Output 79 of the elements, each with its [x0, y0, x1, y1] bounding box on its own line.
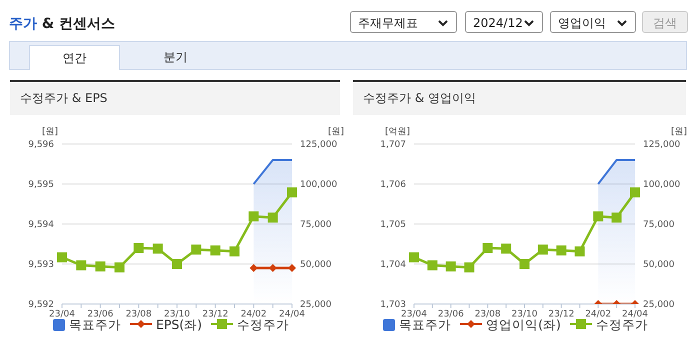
y2-tick-label: 75,000	[643, 220, 675, 230]
point	[612, 212, 622, 223]
text: 주가 & 컨센서스	[9, 15, 115, 33]
x-tick-label: 23/04	[49, 309, 76, 320]
x-tick-label: 24/02	[585, 309, 612, 320]
x-tick-label: 24/04	[622, 309, 648, 320]
point	[210, 245, 220, 256]
legend-label: 수정주가	[596, 317, 648, 332]
point	[191, 244, 202, 255]
y2-axis-title: [원]	[328, 126, 344, 138]
y2-tick-label: 75,000	[300, 220, 332, 230]
y-tick-label: 1,706	[380, 180, 406, 190]
legend-label: 영업이익(좌)	[486, 317, 561, 332]
point	[95, 261, 106, 272]
y2-axis-title: [원]	[671, 126, 688, 138]
point	[556, 245, 566, 256]
legend-label: 목표주가	[68, 317, 121, 332]
y-tick-label: 9,596	[28, 140, 54, 150]
point	[464, 262, 474, 272]
y2-tick-label: 25,000	[643, 300, 675, 310]
chart-title: 수정주가 & 영업이익	[353, 82, 686, 115]
y2-tick-label: 50,000	[300, 260, 332, 270]
point	[287, 187, 297, 198]
text: 분기	[162, 49, 188, 66]
x-tick-label: 23/12	[548, 309, 574, 320]
y-axis-title: [원]	[40, 126, 58, 138]
y-axis-title: [억원]	[384, 126, 410, 138]
point	[268, 212, 278, 223]
point	[593, 211, 604, 222]
x-tick-label: 23/06	[438, 309, 464, 320]
y-tick-label: 9,593	[28, 260, 54, 270]
y-tick-label: 1,703	[380, 300, 406, 310]
point	[230, 246, 240, 256]
legend-label: EPS(좌)	[156, 317, 202, 332]
point	[76, 260, 86, 270]
x-tick-label: 24/02	[240, 309, 267, 320]
x-tick-label: 23/08	[126, 309, 152, 320]
point	[520, 259, 530, 269]
point	[501, 244, 512, 254]
y-tick-label: 9,592	[28, 300, 54, 310]
y-tick-label: 1,705	[380, 220, 406, 230]
y2-tick-label: 100,000	[643, 180, 680, 190]
point	[57, 252, 67, 262]
x-tick-label: 23/10	[512, 309, 538, 320]
text: 연간	[29, 45, 120, 70]
x-tick-label: 23/08	[474, 309, 501, 320]
y2-tick-label: 100,000	[300, 180, 338, 190]
point	[574, 246, 585, 256]
text: 영업이익	[558, 16, 606, 30]
point	[446, 261, 456, 272]
point	[538, 244, 548, 255]
point	[152, 244, 163, 254]
text: 주재무제표	[358, 16, 418, 30]
point	[482, 243, 493, 253]
point	[134, 243, 144, 253]
y2-tick-label: 25,000	[300, 300, 332, 310]
chart-title: 수정주가 & EPS	[10, 82, 340, 115]
legend-label: 목표주가	[398, 317, 452, 332]
x-tick-label: 23/06	[87, 309, 114, 320]
legend-label: 수정주가	[237, 317, 290, 332]
y2-tick-label: 125,000	[643, 140, 680, 150]
point	[248, 211, 259, 222]
text: 2024/12	[473, 16, 523, 30]
text: 검색	[642, 11, 688, 33]
point	[630, 187, 640, 198]
x-tick-label: 24/04	[279, 309, 306, 320]
y-tick-label: 1,707	[380, 140, 406, 150]
point	[409, 252, 419, 262]
x-tick-label: 23/10	[164, 309, 190, 320]
y-tick-label: 9,594	[28, 220, 54, 230]
x-tick-label: 23/12	[202, 309, 228, 320]
y2-tick-label: 50,000	[643, 260, 675, 270]
point	[427, 260, 438, 270]
y-tick-label: 1,704	[380, 260, 406, 270]
point	[172, 259, 182, 269]
y-tick-label: 9,595	[28, 180, 54, 190]
point	[114, 262, 124, 272]
x-tick-label: 23/04	[401, 309, 428, 320]
y2-tick-label: 125,000	[300, 140, 338, 150]
